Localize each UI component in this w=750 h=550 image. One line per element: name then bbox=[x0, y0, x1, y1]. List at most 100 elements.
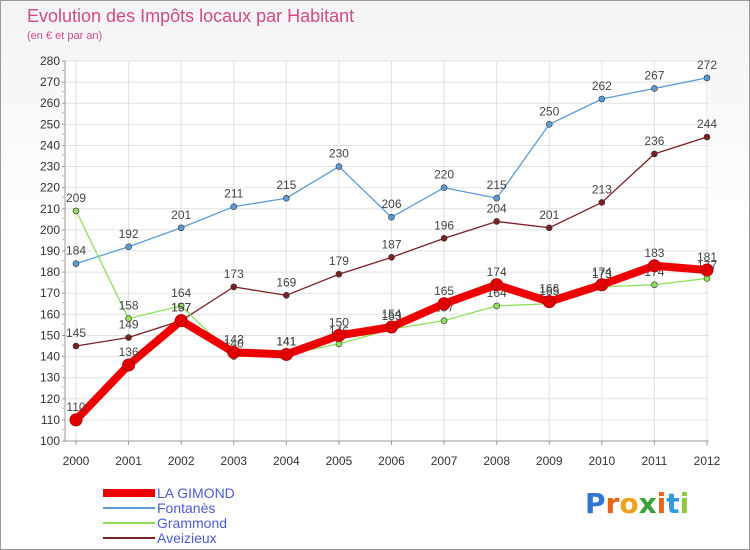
logo-letter: r bbox=[605, 487, 620, 520]
data-point-aveizieux bbox=[283, 292, 290, 299]
data-point-fontan-s bbox=[545, 121, 553, 128]
data-point-la-gimond bbox=[385, 320, 398, 334]
data-label-la-gimond: 181 bbox=[697, 250, 717, 264]
data-point-aveizieux bbox=[703, 133, 711, 141]
data-point-grammond bbox=[440, 317, 448, 324]
data-label-la-gimond: 165 bbox=[434, 284, 454, 298]
data-label-aveizieux: 244 bbox=[697, 117, 717, 131]
data-label-fontan-s: 192 bbox=[119, 227, 139, 241]
data-label-aveizieux: 145 bbox=[66, 326, 86, 340]
logo-letter: o bbox=[619, 487, 639, 520]
y-tick-label: 220 bbox=[40, 181, 60, 195]
data-label-aveizieux: 173 bbox=[224, 267, 244, 281]
legend-label-aveizieux: Aveizieux bbox=[157, 530, 217, 546]
legend-swatch-fontanes bbox=[103, 507, 155, 509]
data-label-fontan-s: 206 bbox=[381, 197, 401, 211]
logo-letter: x bbox=[638, 487, 657, 520]
data-point-aveizieux bbox=[440, 235, 448, 242]
y-tick-label: 170 bbox=[40, 286, 60, 300]
data-label-la-gimond: 110 bbox=[66, 400, 85, 414]
data-label-la-gimond: 154 bbox=[381, 307, 401, 321]
x-tick-label: 2012 bbox=[694, 454, 721, 468]
data-point-aveizieux bbox=[598, 199, 606, 206]
data-label-grammond: 165 bbox=[539, 284, 559, 298]
data-point-la-gimond bbox=[542, 295, 556, 309]
data-point-fontan-s bbox=[493, 194, 500, 202]
legend-label-fontanes: Fontanès bbox=[157, 500, 216, 516]
data-point-la-gimond bbox=[437, 297, 451, 311]
proxiti-logo: Proxiti bbox=[585, 487, 689, 520]
x-tick-label: 2011 bbox=[642, 454, 668, 468]
y-tick-label: 160 bbox=[40, 307, 60, 321]
data-point-grammond bbox=[72, 207, 80, 215]
data-point-aveizieux bbox=[335, 270, 343, 278]
x-tick-label: 2005 bbox=[326, 454, 353, 468]
y-tick-label: 280 bbox=[40, 54, 60, 68]
data-point-aveizieux bbox=[388, 254, 395, 261]
data-point-la-gimond bbox=[332, 328, 346, 342]
data-label-fontan-s: 201 bbox=[171, 208, 191, 222]
legend-swatch-aveizieux bbox=[103, 537, 155, 539]
data-label-la-gimond: 142 bbox=[224, 332, 244, 346]
x-tick-label: 2007 bbox=[431, 454, 458, 468]
data-label-fontan-s: 220 bbox=[434, 168, 454, 182]
y-tick-label: 240 bbox=[40, 138, 60, 152]
logo-letter: P bbox=[585, 487, 606, 520]
legend-swatch-la-gimond bbox=[103, 489, 155, 497]
data-point-fontan-s bbox=[335, 163, 343, 170]
data-point-fontan-s bbox=[125, 243, 132, 251]
y-tick-label: 250 bbox=[40, 117, 60, 131]
data-label-aveizieux: 187 bbox=[381, 237, 401, 251]
data-point-la-gimond bbox=[700, 263, 714, 277]
data-label-fontan-s: 215 bbox=[276, 178, 296, 192]
data-point-fontan-s bbox=[230, 203, 238, 210]
data-label-grammond: 141 bbox=[276, 334, 296, 348]
data-label-aveizieux: 196 bbox=[434, 218, 454, 232]
data-label-la-gimond: 174 bbox=[487, 265, 507, 279]
data-point-grammond bbox=[651, 281, 658, 289]
data-label-fontan-s: 215 bbox=[487, 178, 507, 192]
x-tick-label: 2008 bbox=[483, 454, 510, 468]
data-label-grammond: 209 bbox=[66, 191, 86, 205]
data-point-aveizieux bbox=[545, 224, 553, 232]
data-label-la-gimond: 157 bbox=[171, 301, 191, 315]
data-label-grammond: 153 bbox=[381, 309, 401, 323]
data-label-la-gimond: 141 bbox=[276, 334, 296, 348]
data-label-grammond: 158 bbox=[119, 299, 139, 313]
y-tick-label: 190 bbox=[40, 244, 60, 258]
logo-letter: i bbox=[679, 487, 690, 520]
data-point-grammond bbox=[493, 302, 500, 310]
data-point-la-gimond bbox=[69, 413, 83, 427]
x-tick-label: 2009 bbox=[536, 454, 563, 468]
data-label-fontan-s: 230 bbox=[329, 147, 349, 161]
data-label-fontan-s: 211 bbox=[224, 187, 243, 201]
y-tick-label: 150 bbox=[40, 328, 60, 342]
data-point-aveizieux bbox=[72, 342, 80, 350]
data-label-aveizieux: 236 bbox=[644, 134, 664, 148]
data-point-fontan-s bbox=[283, 194, 290, 202]
data-label-la-gimond: 174 bbox=[592, 265, 612, 279]
data-label-grammond: 173 bbox=[592, 267, 612, 281]
data-point-aveizieux bbox=[230, 283, 238, 291]
data-point-la-gimond bbox=[227, 345, 241, 359]
data-point-fontan-s bbox=[703, 74, 711, 82]
data-label-grammond: 164 bbox=[171, 286, 191, 300]
data-label-fontan-s: 250 bbox=[539, 104, 559, 118]
y-tick-label: 130 bbox=[40, 371, 60, 385]
y-tick-label: 230 bbox=[40, 160, 60, 174]
legend-label-grammond: Grammond bbox=[157, 515, 228, 531]
data-label-aveizieux: 204 bbox=[487, 201, 507, 215]
data-point-fontan-s bbox=[72, 260, 80, 267]
data-label-aveizieux: 179 bbox=[329, 254, 349, 268]
y-tick-label: 270 bbox=[40, 75, 60, 89]
data-point-grammond bbox=[177, 302, 185, 310]
y-tick-label: 180 bbox=[40, 265, 60, 279]
data-point-aveizieux bbox=[651, 150, 658, 158]
data-point-fontan-s bbox=[177, 224, 185, 232]
x-tick-label: 2003 bbox=[220, 454, 247, 468]
chart-title: Evolution des Impôts locaux par Habitant bbox=[27, 6, 355, 26]
x-tick-label: 2001 bbox=[115, 454, 142, 468]
data-label-fontan-s: 262 bbox=[592, 79, 612, 93]
x-tick-label: 2010 bbox=[588, 454, 615, 468]
